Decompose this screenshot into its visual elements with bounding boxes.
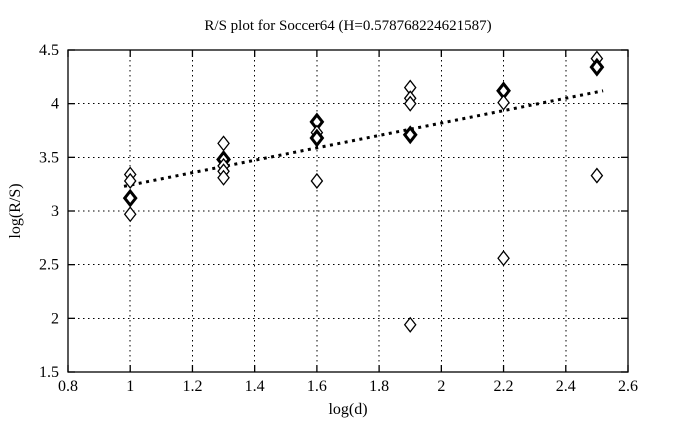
data-point-diamond: [497, 250, 510, 267]
regression-line: [123, 89, 604, 188]
data-point-diamond: [217, 135, 230, 152]
x-tick-label: 2.2: [494, 378, 514, 395]
y-tick-label: 4: [51, 96, 59, 113]
data-point-diamond: [310, 172, 324, 189]
tick-labels: 0.8 1 1.2 1.4 1.6 1.8 2 2.2 2.4 2.6 1.5 2 2.5 3 3.5 4 4.…: [39, 42, 638, 395]
y-tick-label: 4.5: [39, 42, 59, 59]
x-axis-label: log(d): [328, 401, 367, 418]
x-tick-label: 2.4: [556, 378, 576, 395]
data-point-diamond-bold: [402, 125, 418, 145]
x-tick-label: 1.4: [245, 378, 265, 395]
data-point-diamond-bold: [589, 57, 605, 77]
data-point-diamond: [403, 95, 417, 112]
data-points: [122, 50, 605, 333]
data-point-diamond: [497, 94, 510, 111]
data-point-diamond-bold: [122, 188, 138, 208]
y-tick-label: 1.5: [39, 364, 59, 381]
x-tick-label: 1: [126, 378, 134, 395]
y-tick-label: 2: [51, 310, 59, 327]
data-point-diamond-bold: [309, 128, 325, 148]
axis-ticks: [67, 49, 629, 373]
data-point-diamond: [217, 169, 230, 186]
y-tick-label: 2.5: [39, 257, 59, 274]
x-tick-label: 2: [437, 378, 445, 395]
x-tick-label: 1.6: [307, 378, 327, 395]
x-tick-label: 1.8: [369, 378, 389, 395]
data-point-diamond: [123, 206, 137, 223]
y-axis-label: log(R/S): [7, 183, 24, 238]
chart-title: R/S plot for Soccer64 (H=0.5787682246215…: [204, 18, 491, 34]
data-point-diamond: [403, 316, 417, 333]
x-tick-label: 2.6: [618, 378, 638, 395]
y-tick-label: 3: [51, 203, 59, 220]
x-tick-label: 0.8: [58, 378, 78, 395]
trend-line: [123, 89, 604, 188]
x-tick-label: 1.2: [182, 378, 202, 395]
gridlines: [68, 50, 628, 372]
data-point-diamond: [123, 172, 137, 189]
data-point-diamond: [590, 167, 604, 184]
y-tick-label: 3.5: [39, 149, 59, 166]
